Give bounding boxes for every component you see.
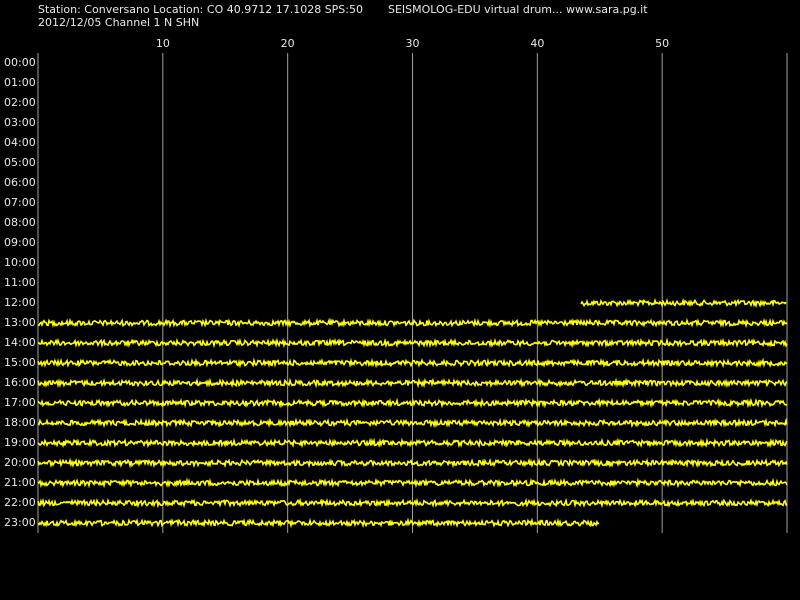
- hour-label: 06:00: [4, 176, 36, 189]
- hour-label: 07:00: [4, 196, 36, 209]
- hour-label: 04:00: [4, 136, 36, 149]
- x-tick-label: 30: [406, 37, 420, 50]
- hour-label: 01:00: [4, 76, 36, 89]
- hour-label: 23:00: [4, 516, 36, 529]
- x-tick-label: 40: [530, 37, 544, 50]
- trace: [37, 417, 788, 429]
- hour-label: 02:00: [4, 96, 36, 109]
- hour-label: 11:00: [4, 276, 36, 289]
- hour-label: 12:00: [4, 296, 36, 309]
- x-tick-label: 50: [655, 37, 669, 50]
- trace: [37, 357, 788, 369]
- trace: [38, 317, 788, 329]
- title: SEISMOLOG-EDU virtual drum... www.sara.p…: [388, 3, 648, 16]
- trace: [37, 497, 788, 509]
- hour-label: 00:00: [4, 56, 36, 69]
- trace: [37, 337, 788, 349]
- hour-label: 21:00: [4, 476, 36, 489]
- hour-label: 17:00: [4, 396, 36, 409]
- trace: [37, 397, 788, 409]
- hour-label: 22:00: [4, 496, 36, 509]
- trace: [580, 297, 787, 309]
- hour-label: 03:00: [4, 116, 36, 129]
- station-line: Station: Conversano Location: CO 40.9712…: [38, 3, 363, 16]
- hour-label: 19:00: [4, 436, 36, 449]
- x-tick-label: 20: [281, 37, 295, 50]
- trace: [37, 457, 788, 469]
- trace: [37, 377, 788, 389]
- hour-label: 16:00: [4, 376, 36, 389]
- hour-label: 05:00: [4, 156, 36, 169]
- x-tick-label: 10: [156, 37, 170, 50]
- date-line: 2012/12/05 Channel 1 N SHN: [38, 16, 199, 29]
- hour-label: 09:00: [4, 236, 36, 249]
- hour-label: 08:00: [4, 216, 36, 229]
- hour-label: 15:00: [4, 356, 36, 369]
- hour-label: 13:00: [4, 316, 36, 329]
- trace: [37, 477, 788, 489]
- hour-label: 14:00: [4, 336, 36, 349]
- hour-label: 10:00: [4, 256, 36, 269]
- hour-label: 20:00: [4, 456, 36, 469]
- hour-label: 18:00: [4, 416, 36, 429]
- trace: [37, 437, 788, 449]
- trace: [37, 517, 600, 529]
